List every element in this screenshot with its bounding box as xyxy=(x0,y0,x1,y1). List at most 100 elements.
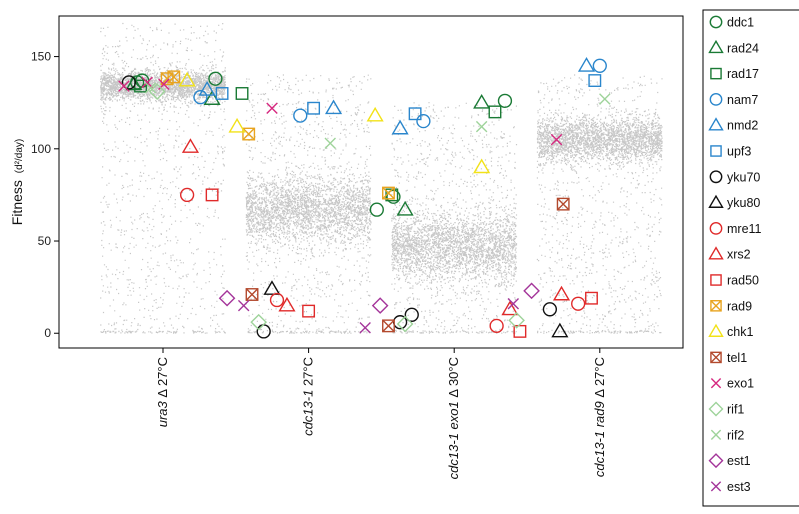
legend-item-chk1: chk1 xyxy=(708,323,753,339)
legend-marker-chk1 xyxy=(708,323,724,337)
legend-item-nmd2: nmd2 xyxy=(708,117,758,133)
marker-rif2 xyxy=(144,82,157,94)
marker-ddc1 xyxy=(386,189,401,204)
legend-item-nam7: nam7 xyxy=(709,93,758,107)
marker-yku70 xyxy=(542,302,558,317)
marker-rif2 xyxy=(324,137,336,150)
marker-nam7 xyxy=(293,108,308,123)
marker-rad24 xyxy=(473,93,491,109)
legend-marker-mre11 xyxy=(709,221,723,235)
marker-rad50 xyxy=(205,188,219,202)
legend-label-nam7: nam7 xyxy=(727,93,758,107)
marker-upf3 xyxy=(307,101,321,115)
marker-upf3 xyxy=(215,87,229,100)
legend-label-yku70: yku70 xyxy=(727,170,760,184)
legend-label-rif2: rif2 xyxy=(727,428,744,442)
marker-chk1 xyxy=(228,117,246,133)
marker-ddc1 xyxy=(369,202,384,217)
legend-item-yku80: yku80 xyxy=(708,194,760,210)
legend-marker-rad9 xyxy=(710,300,722,312)
marker-nam7 xyxy=(416,113,431,129)
marker-rad50 xyxy=(302,304,316,318)
legend-marker-xrs2 xyxy=(708,246,724,260)
legend-marker-yku70 xyxy=(709,170,723,184)
legend-item-rad50: rad50 xyxy=(710,274,759,288)
legend-item-est1: est1 xyxy=(708,453,751,469)
legend-label-rif1: rif1 xyxy=(727,403,744,417)
marker-rad50 xyxy=(585,291,598,305)
legend-label-chk1: chk1 xyxy=(727,325,753,339)
marker-est1 xyxy=(371,297,389,314)
legend-label-est1: est1 xyxy=(727,454,751,468)
legend-marker-ddc1 xyxy=(709,15,723,29)
legend-item-rad24: rad24 xyxy=(708,39,759,55)
marker-mre11 xyxy=(489,318,504,334)
legend-marker-upf3 xyxy=(710,145,722,157)
legend-item-xrs2: xrs2 xyxy=(708,246,751,262)
marker-yku70 xyxy=(121,75,137,90)
marker-nam7 xyxy=(193,90,208,105)
legend-item-rad17: rad17 xyxy=(710,67,759,81)
marker-yku80 xyxy=(263,280,281,295)
legend-label-rad24: rad24 xyxy=(727,41,759,55)
legend-item-est3: est3 xyxy=(710,480,751,494)
marker-rif1 xyxy=(396,315,414,333)
marker-exo1 xyxy=(550,133,563,146)
legend-item-ddc1: ddc1 xyxy=(709,15,754,30)
x-axis: ura3 Δ 27°C cdc13-1 27°C cdc13-1 exo1 Δ 30… xyxy=(155,348,607,479)
marker-exo1 xyxy=(118,80,130,92)
marker-nmd2 xyxy=(324,99,343,115)
legend-label-yku80: yku80 xyxy=(727,196,760,210)
marker-est1 xyxy=(218,289,236,307)
marker-xrs2 xyxy=(501,300,519,316)
background-points xyxy=(100,22,663,334)
marker-rif1 xyxy=(508,311,525,329)
legend-marker-rad17 xyxy=(710,67,722,80)
legend-label-rad50: rad50 xyxy=(727,274,759,288)
legend-item-mre11: mre11 xyxy=(709,221,762,236)
legend-label-upf3: upf3 xyxy=(727,145,751,159)
legend-label-rad9: rad9 xyxy=(727,299,752,313)
marker-xrs2 xyxy=(552,285,571,301)
marker-est3 xyxy=(359,321,371,334)
legend-item-rad9: rad9 xyxy=(710,299,752,313)
marker-nam7 xyxy=(592,58,607,73)
x-tick-label: cdc13-1 rad9 Δ 27°C xyxy=(592,357,607,477)
marker-ddc1 xyxy=(208,71,223,86)
marker-exo1 xyxy=(141,76,153,89)
marker-nmd2 xyxy=(577,57,596,72)
marker-est1 xyxy=(523,282,540,300)
marker-exo1 xyxy=(266,102,278,114)
marker-chk1 xyxy=(178,71,196,87)
marker-nmd2 xyxy=(198,81,216,96)
legend-marker-rif1 xyxy=(708,401,724,417)
legend-marker-nmd2 xyxy=(708,117,724,131)
x-tick-label: ura3 Δ 27°C xyxy=(155,357,170,427)
y-axis-label-unit: (d²/day) xyxy=(14,139,25,173)
plot-area xyxy=(58,15,684,349)
legend-marker-rad24 xyxy=(708,39,724,54)
legend-frame xyxy=(702,9,799,507)
legend-marker-est1 xyxy=(708,453,724,469)
legend-label-ddc1: ddc1 xyxy=(727,16,754,30)
marker-rif1 xyxy=(250,313,268,331)
marker-chk1 xyxy=(366,106,384,122)
marker-rad9 xyxy=(167,70,181,84)
x-tick-label: cdc13-1 27°C xyxy=(301,357,316,436)
legend-marker-rif2 xyxy=(710,429,722,440)
marker-ddc1 xyxy=(497,93,513,108)
gene-markers xyxy=(118,57,611,339)
legend-item-rif1: rif1 xyxy=(708,401,744,417)
marker-rad50 xyxy=(513,324,527,338)
marker-upf3 xyxy=(588,74,602,87)
legend-item-upf3: upf3 xyxy=(710,145,751,159)
marker-mre11 xyxy=(269,292,285,308)
legend-label-nmd2: nmd2 xyxy=(727,119,758,133)
legend-item-yku70: yku70 xyxy=(709,170,760,184)
legend-label-est3: est3 xyxy=(727,480,751,494)
marker-rad9 xyxy=(382,186,395,200)
legend-label-mre11: mre11 xyxy=(727,222,762,236)
legend-marker-est3 xyxy=(710,481,722,492)
marker-est3 xyxy=(507,297,520,310)
